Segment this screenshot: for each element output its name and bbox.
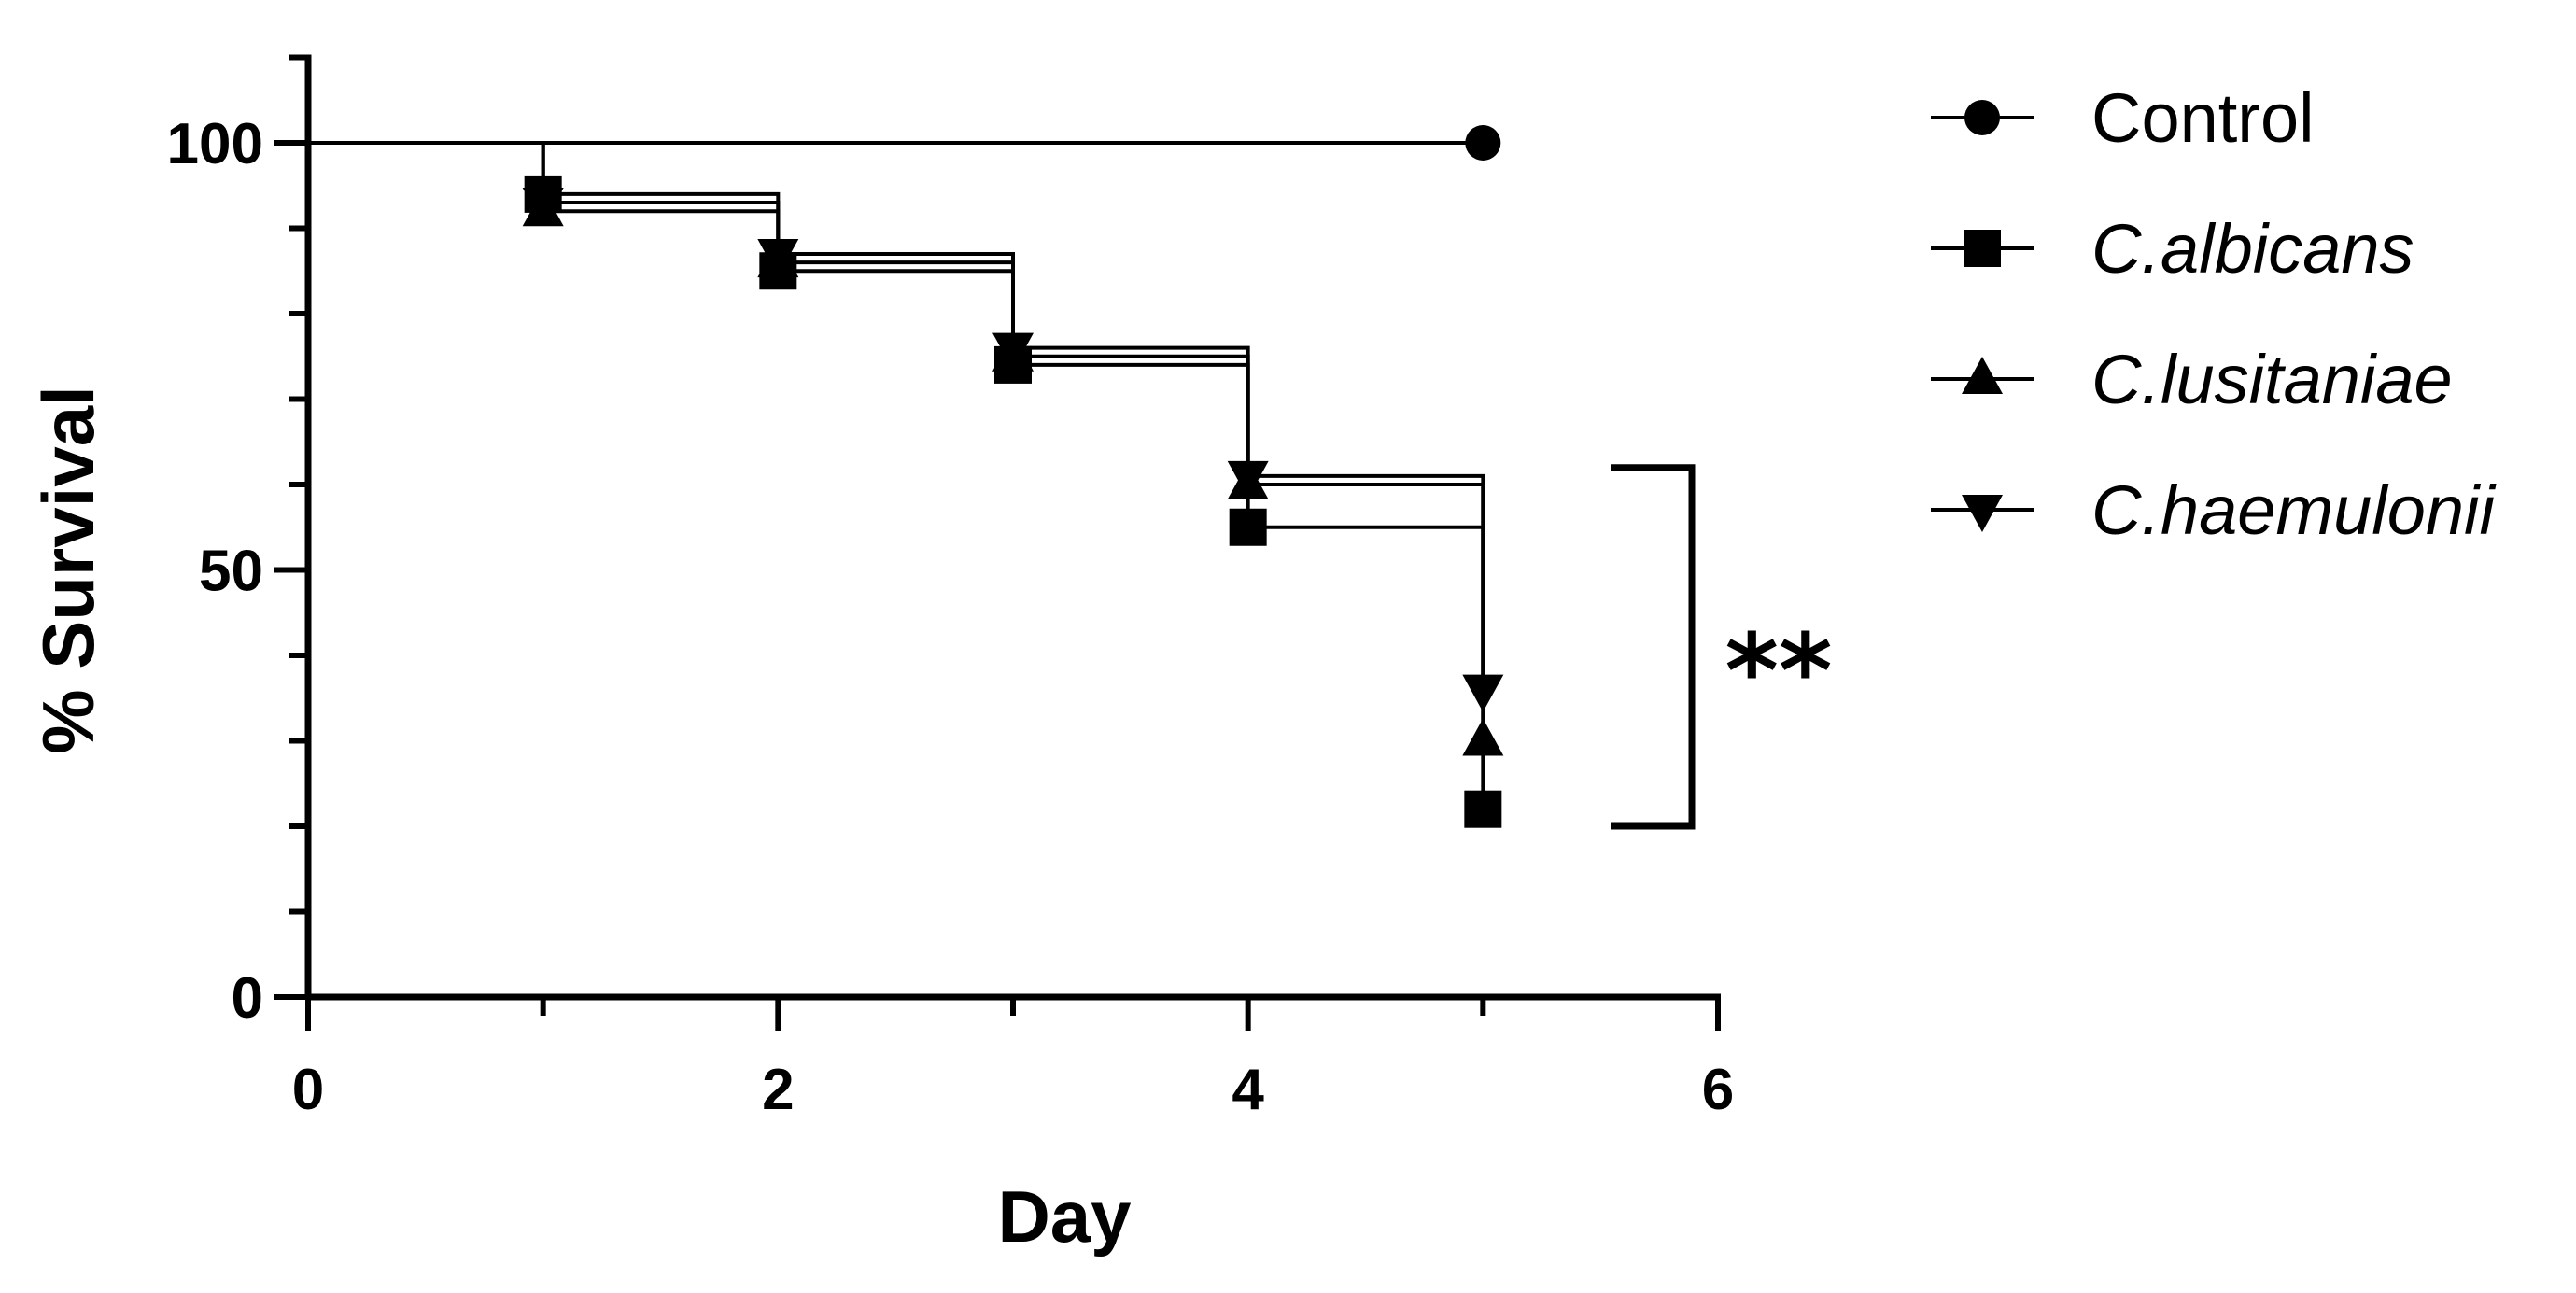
x-axis-title: Day — [997, 1175, 1131, 1258]
data-point-c-haemulonii — [1462, 674, 1504, 712]
legend-item-c-lusitaniae: C.lusitaniae — [1931, 341, 2453, 418]
series-c-haemulonii — [308, 141, 1504, 712]
legend-marker-square — [1964, 230, 2001, 267]
y-tick-label: 0 — [232, 966, 263, 1031]
legend-item-c-albicans: C.albicans — [1931, 210, 2414, 288]
series-layer — [308, 125, 1504, 828]
legend-label: C.albicans — [2091, 210, 2414, 288]
series-c-lusitaniae — [308, 141, 1504, 756]
x-tick-label: 2 — [762, 1058, 794, 1122]
data-point-c-lusitaniae — [1462, 718, 1504, 756]
y-tick-label: 50 — [199, 540, 263, 604]
legend-item-control: Control — [1931, 79, 2315, 157]
data-point-control — [1465, 125, 1501, 161]
legend-marker-triangle-up — [1962, 357, 2003, 394]
x-tick-label: 0 — [292, 1058, 324, 1122]
y-tick-label: 100 — [167, 112, 263, 176]
legend-label: C.haemulonii — [2091, 471, 2497, 549]
data-point-c-haemulonii — [522, 188, 564, 226]
series-line-c-lusitaniae — [308, 141, 1485, 741]
significance-annotation: ** — [1611, 464, 1833, 830]
data-point-c-haemulonii — [1227, 460, 1269, 499]
legend-label: Control — [2091, 79, 2315, 157]
axes-layer: 0 50 100 0 2 4 6 Day % Survival — [27, 54, 1734, 1258]
legend: Control C.albicans C.lusitaniae C.haemuloni… — [1931, 79, 2497, 549]
data-point-c-haemulonii — [992, 332, 1034, 371]
x-tick-label: 6 — [1702, 1058, 1734, 1122]
legend-marker-circle — [1964, 100, 2000, 135]
significance-label: ** — [1724, 611, 1832, 731]
data-point-c-albicans — [1464, 790, 1502, 828]
significance-bracket — [1611, 464, 1696, 830]
legend-item-c-haemulonii: C.haemulonii — [1931, 471, 2497, 549]
y-axis-title: % Survival — [27, 386, 109, 754]
series-line-c-haemulonii — [308, 141, 1485, 690]
data-point-c-haemulonii — [757, 238, 799, 276]
legend-label: C.lusitaniae — [2091, 341, 2453, 418]
legend-marker-triangle-down — [1962, 495, 2003, 532]
data-point-c-albicans — [1229, 508, 1267, 546]
x-tick-label: 4 — [1232, 1058, 1264, 1122]
